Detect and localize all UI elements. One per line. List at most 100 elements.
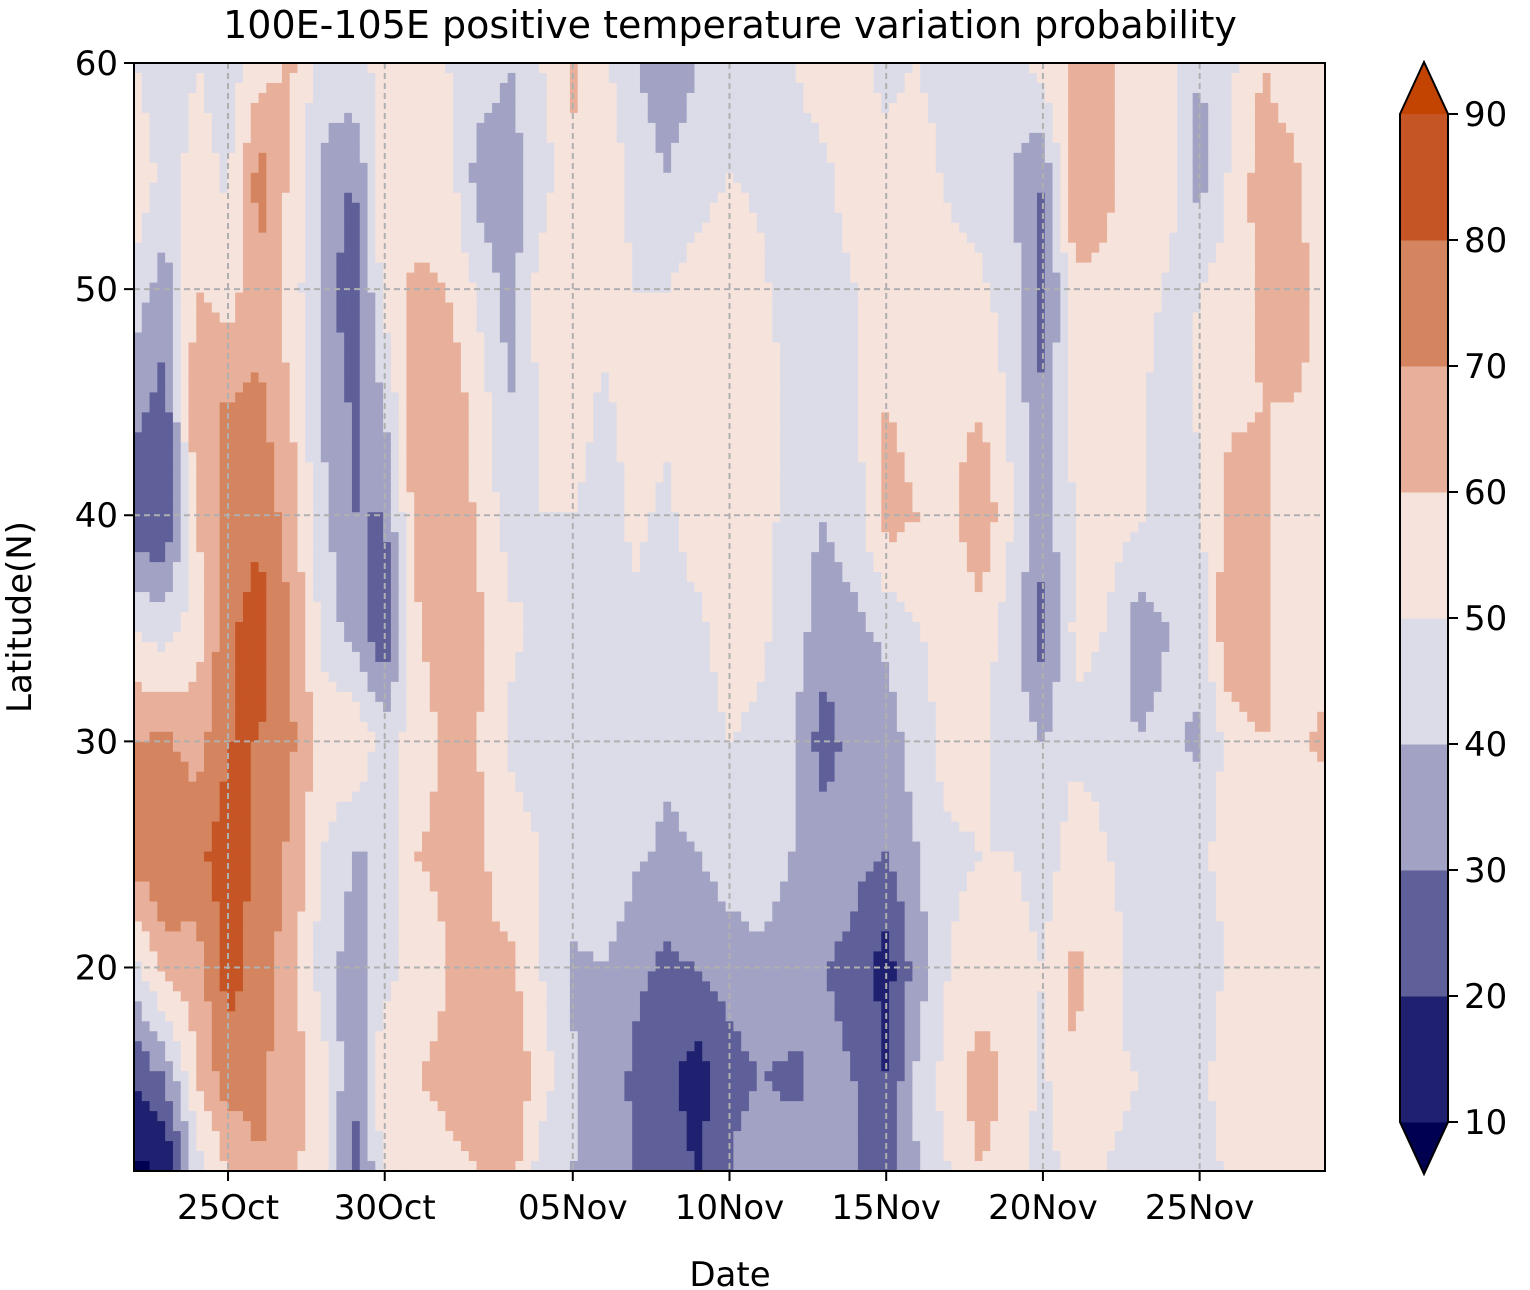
heatmap-cell bbox=[274, 173, 282, 184]
heatmap-cell bbox=[445, 1101, 453, 1112]
heatmap-cell bbox=[173, 1001, 181, 1012]
heatmap-cell bbox=[414, 772, 422, 783]
heatmap-cell bbox=[142, 392, 150, 403]
heatmap-cell bbox=[352, 991, 360, 1002]
heatmap-cell bbox=[235, 632, 243, 643]
heatmap-cell bbox=[321, 1001, 329, 1012]
heatmap-cell bbox=[321, 143, 329, 154]
heatmap-cell bbox=[204, 253, 212, 264]
heatmap-cell bbox=[352, 203, 360, 214]
heatmap-cell bbox=[188, 1011, 196, 1022]
heatmap-cell bbox=[430, 253, 438, 264]
heatmap-cell bbox=[150, 492, 158, 503]
heatmap-cell bbox=[438, 782, 446, 793]
heatmap-cell bbox=[188, 1111, 196, 1122]
heatmap-cell bbox=[282, 672, 290, 683]
heatmap-cell bbox=[336, 1031, 344, 1042]
heatmap-cell bbox=[188, 901, 196, 912]
heatmap-cell bbox=[352, 542, 360, 553]
heatmap-cell bbox=[266, 462, 274, 473]
heatmap-cell bbox=[469, 1121, 477, 1132]
heatmap-cell bbox=[259, 1131, 267, 1142]
heatmap-cell bbox=[297, 73, 305, 84]
heatmap-cell bbox=[477, 951, 485, 962]
heatmap-cell bbox=[399, 1091, 407, 1102]
heatmap-cell bbox=[290, 173, 298, 184]
heatmap-cell bbox=[243, 612, 251, 623]
heatmap-cell bbox=[445, 452, 453, 463]
heatmap-cell bbox=[196, 772, 204, 783]
heatmap-cell bbox=[430, 103, 438, 114]
heatmap-cell bbox=[266, 1001, 274, 1012]
heatmap-cell bbox=[188, 153, 196, 164]
heatmap-cell bbox=[150, 542, 158, 553]
heatmap-cell bbox=[204, 1071, 212, 1082]
heatmap-cell bbox=[414, 692, 422, 703]
heatmap-cell bbox=[134, 782, 142, 793]
heatmap-cell bbox=[251, 113, 259, 124]
heatmap-cell bbox=[313, 1001, 321, 1012]
heatmap-cell bbox=[313, 672, 321, 683]
heatmap-cell bbox=[220, 123, 228, 134]
heatmap-cell bbox=[290, 452, 298, 463]
heatmap-cell bbox=[399, 123, 407, 134]
heatmap-cell bbox=[414, 682, 422, 693]
heatmap-cell bbox=[142, 812, 150, 823]
heatmap-cell bbox=[196, 562, 204, 573]
heatmap-cell bbox=[352, 173, 360, 184]
heatmap-cell bbox=[282, 73, 290, 84]
heatmap-cell bbox=[251, 612, 259, 623]
heatmap-cell bbox=[445, 1061, 453, 1072]
heatmap-cell bbox=[134, 83, 142, 94]
heatmap-cell bbox=[266, 1091, 274, 1102]
heatmap-cell bbox=[430, 392, 438, 403]
heatmap-cell bbox=[438, 273, 446, 284]
heatmap-cell bbox=[329, 343, 337, 354]
heatmap-cell bbox=[344, 333, 352, 344]
heatmap-cell bbox=[157, 552, 165, 563]
heatmap-cell bbox=[477, 243, 485, 254]
heatmap-cell bbox=[142, 852, 150, 863]
heatmap-cell bbox=[235, 283, 243, 294]
heatmap-cell bbox=[181, 283, 189, 294]
heatmap-cell bbox=[173, 842, 181, 853]
heatmap-cell bbox=[235, 1111, 243, 1122]
heatmap-cell bbox=[313, 612, 321, 623]
heatmap-cell bbox=[266, 702, 274, 713]
heatmap-cell bbox=[259, 882, 267, 893]
heatmap-cell bbox=[360, 951, 368, 962]
heatmap-cell bbox=[282, 742, 290, 753]
heatmap-cell bbox=[274, 1111, 282, 1122]
heatmap-cell bbox=[243, 622, 251, 633]
heatmap-cell bbox=[259, 193, 267, 204]
heatmap-cell bbox=[212, 1011, 220, 1022]
heatmap-cell bbox=[212, 492, 220, 503]
heatmap-cell bbox=[220, 602, 228, 613]
heatmap-cell bbox=[157, 213, 165, 224]
heatmap-cell bbox=[282, 1121, 290, 1132]
heatmap-cell bbox=[142, 692, 150, 703]
heatmap-cell bbox=[282, 103, 290, 114]
heatmap-cell bbox=[157, 462, 165, 473]
heatmap-cell bbox=[313, 772, 321, 783]
heatmap-cell bbox=[438, 1021, 446, 1032]
heatmap-cell bbox=[453, 333, 461, 344]
heatmap-cell bbox=[453, 552, 461, 563]
heatmap-cell bbox=[282, 931, 290, 942]
heatmap-cell bbox=[406, 742, 414, 753]
heatmap-cell bbox=[414, 812, 422, 823]
heatmap-cell bbox=[461, 812, 469, 823]
heatmap-cell bbox=[212, 662, 220, 673]
heatmap-cell bbox=[150, 931, 158, 942]
heatmap-cell bbox=[220, 752, 228, 763]
heatmap-cell bbox=[313, 692, 321, 703]
heatmap-cell bbox=[453, 372, 461, 383]
heatmap-cell bbox=[414, 882, 422, 893]
heatmap-cell bbox=[344, 143, 352, 154]
heatmap-cell bbox=[469, 213, 477, 224]
heatmap-cell bbox=[344, 293, 352, 304]
heatmap-cell bbox=[305, 362, 313, 373]
heatmap-cell bbox=[173, 1081, 181, 1092]
heatmap-cell bbox=[336, 812, 344, 823]
heatmap-cell bbox=[352, 552, 360, 563]
